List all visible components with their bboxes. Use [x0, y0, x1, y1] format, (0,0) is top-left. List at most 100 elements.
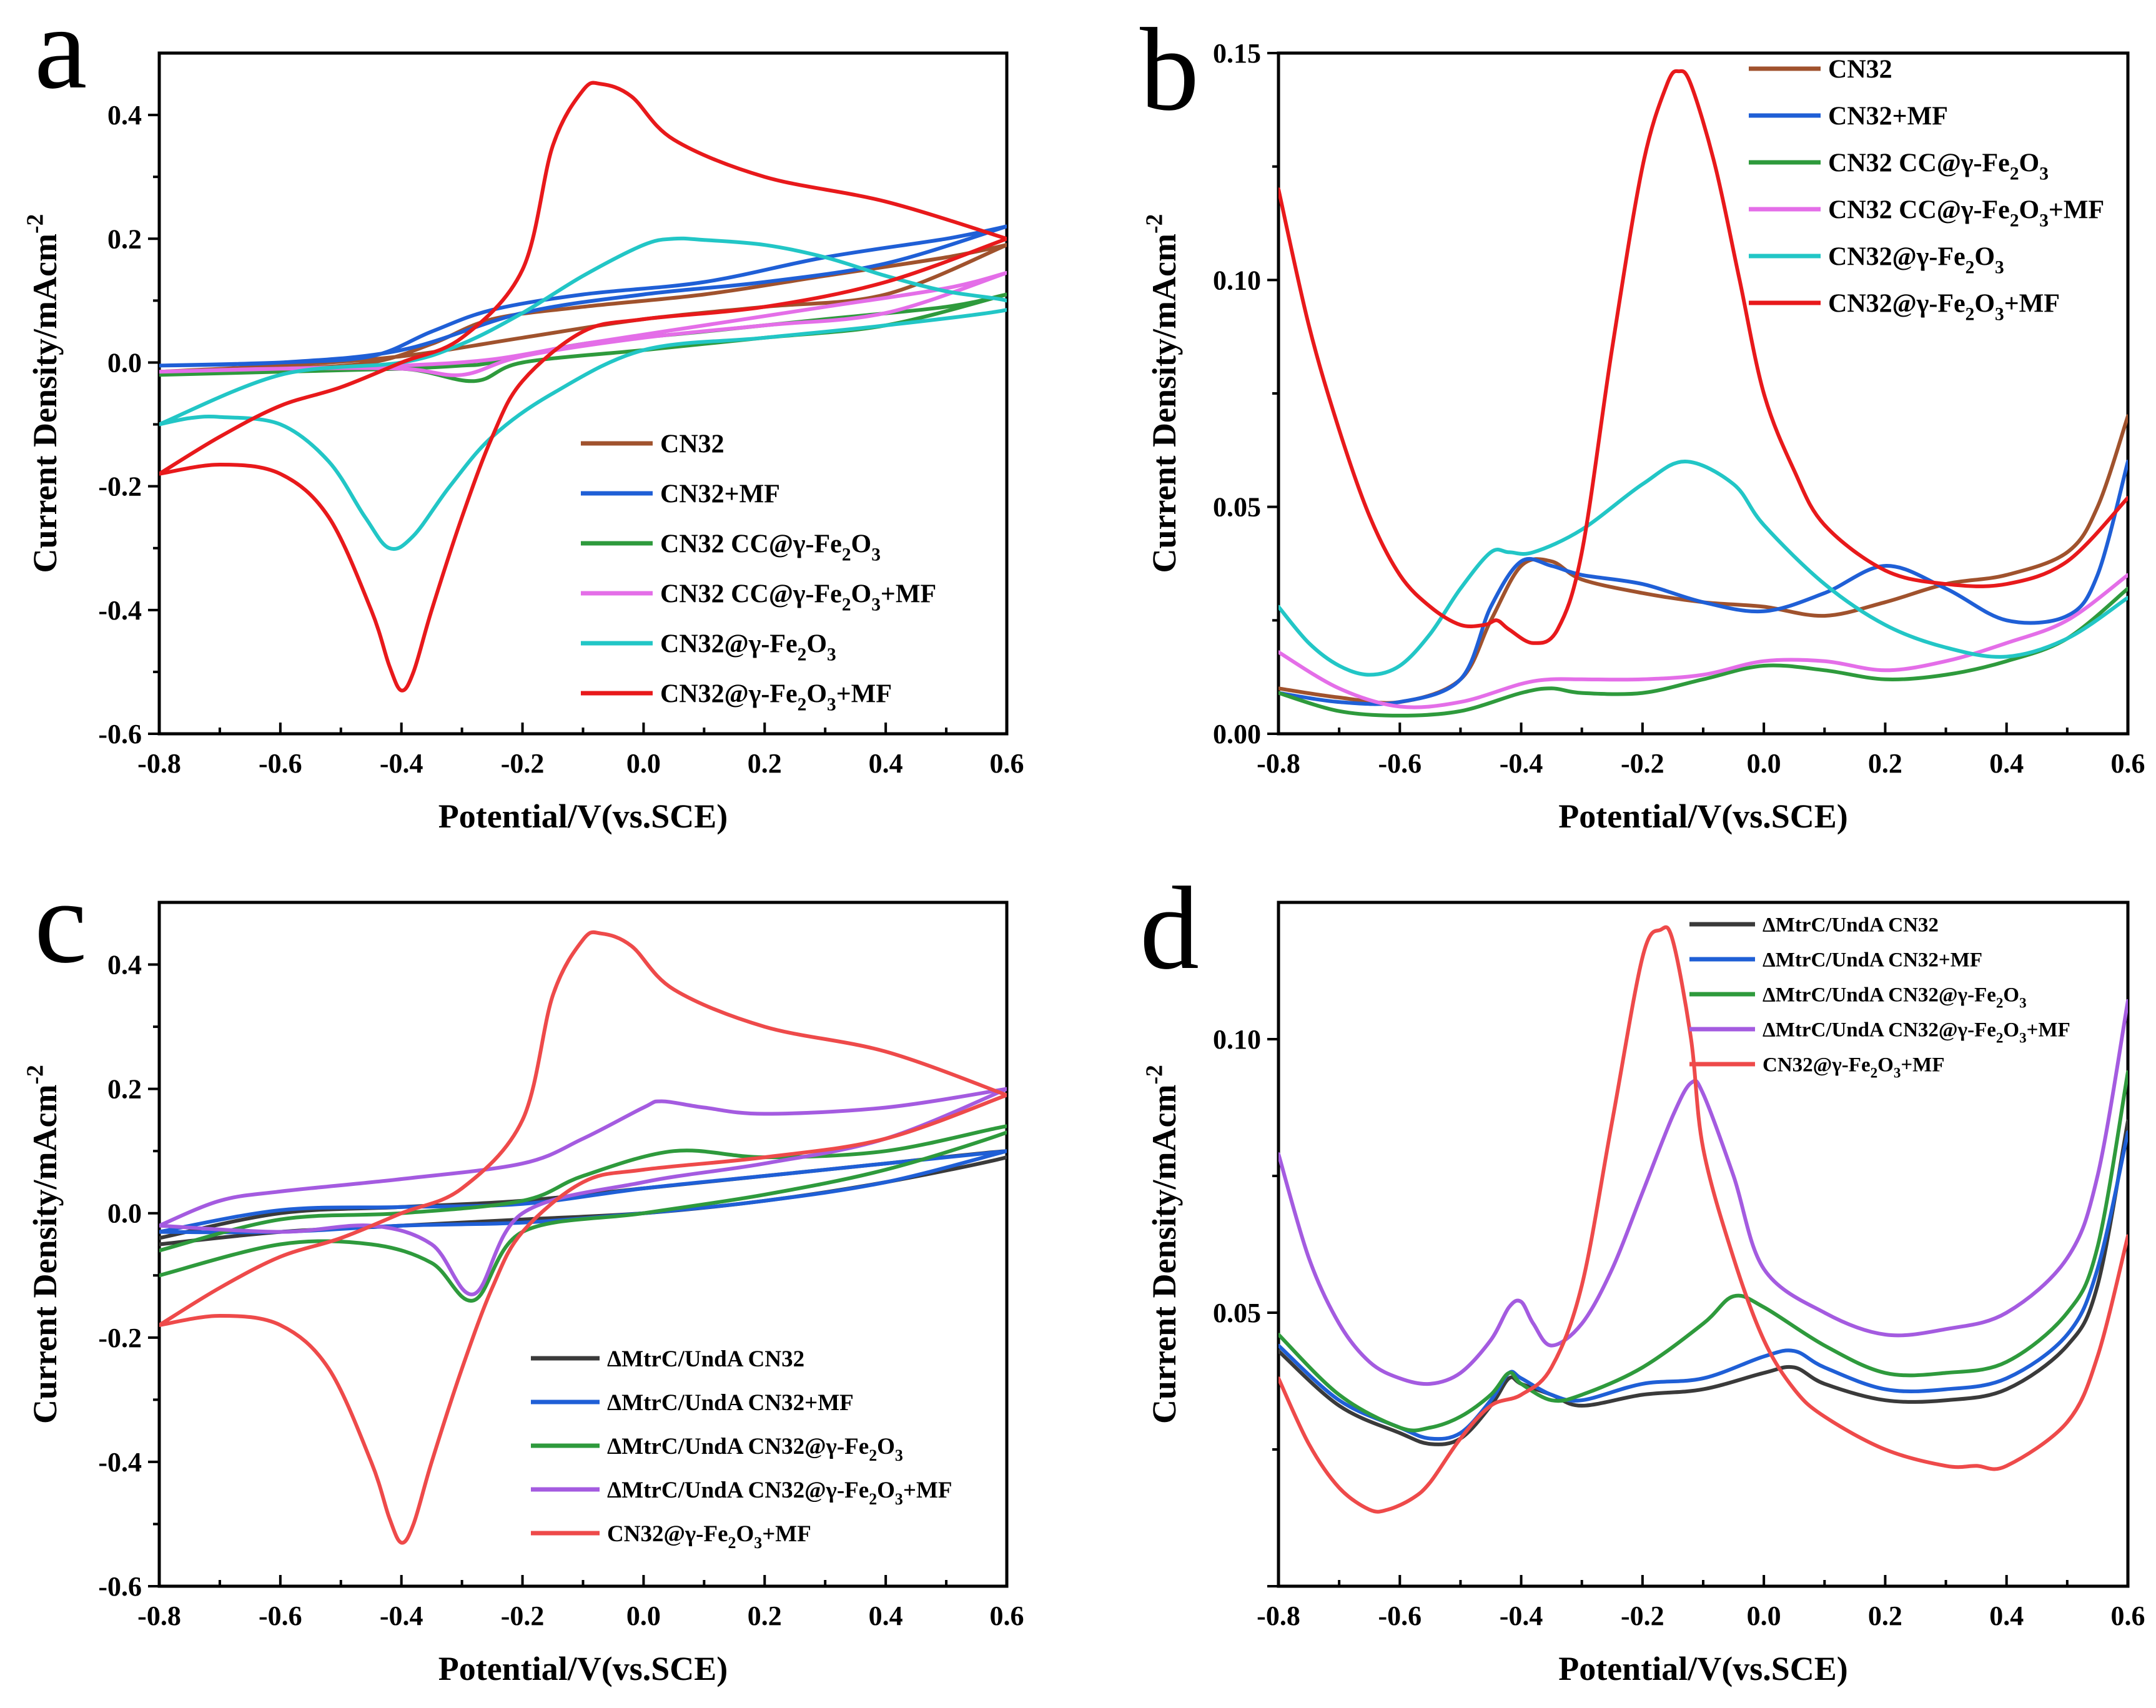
y-tick-label: 0.10: [1213, 1024, 1261, 1055]
y-tick-label: 0.0: [107, 347, 142, 378]
series-line: [159, 930, 1007, 1545]
panel-letter: d: [1140, 863, 1199, 994]
plot-frame: [157, 51, 1009, 736]
y-tick-label: 0.4: [107, 100, 142, 131]
y-tick-label: 0.0: [107, 1198, 142, 1229]
x-axis-title: Potential/V(vs.SCE): [1558, 797, 1847, 835]
y-tick-label: 0.00: [1213, 719, 1261, 749]
legend-label: ΔMtrC/UndA CN32@γ-Fe2O3: [1763, 984, 2027, 1011]
legend: CN32 CN32+MF CN32 CC@γ-Fe2O3 CN32 CC@γ-Fe2O…: [581, 430, 936, 715]
legend-label: ΔMtrC/UndA CN32@γ-Fe2O3: [607, 1434, 903, 1464]
x-tick-label: -0.6: [1378, 748, 1422, 779]
x-tick-label: 0.2: [1868, 748, 1902, 779]
y-tick-label: -0.6: [98, 1571, 142, 1602]
series-line: [159, 236, 1007, 551]
x-tick-label: 0.0: [1747, 1601, 1781, 1631]
x-tick-label: 0.6: [990, 1601, 1024, 1631]
panel-d: d -0.8 -0.6 -0.4 -0.2 0.0 0.2 0.4 0.6 0.05 0.10 Pot…: [1140, 863, 2145, 1687]
legend-label: ΔMtrC/UndA CN32: [607, 1346, 804, 1372]
x-tick-label: -0.6: [259, 1601, 302, 1631]
legend: CN32 CN32+MF CN32 CC@γ-Fe2O3 CN32 CC@γ-Fe2O…: [1749, 56, 2104, 325]
x-tick-label: 0.6: [990, 748, 1024, 779]
x-tick-label: -0.4: [380, 1601, 423, 1631]
x-tick-label: 0.0: [1747, 748, 1781, 779]
y-axis-title: Current Density/mAcm-2: [22, 214, 64, 573]
legend-label: CN32 CC@γ-Fe2O3+MF: [660, 580, 936, 615]
legend-label: CN32 CC@γ-Fe2O3: [660, 530, 881, 565]
series-line: [1278, 925, 2128, 1514]
panel-letter: b: [1140, 4, 1199, 136]
legend-label: CN32: [1828, 56, 1892, 84]
y-tick-label: 0.05: [1213, 1298, 1261, 1328]
series-line: [159, 242, 1007, 374]
y-tick-label: -0.2: [98, 471, 142, 502]
y-tick-label: -0.6: [98, 719, 142, 749]
series-line: [159, 1149, 1007, 1235]
x-tick-label: 0.4: [869, 748, 903, 779]
x-tick-label: -0.8: [1257, 1601, 1300, 1631]
x-tick-label: -0.4: [1500, 748, 1543, 779]
x-tick-label: 0.2: [748, 748, 782, 779]
x-axis-title: Potential/V(vs.SCE): [1558, 1650, 1847, 1687]
legend: ΔMtrC/UndA CN32 ΔMtrC/UndA CN32+MF ΔMtrC/U…: [531, 1346, 952, 1552]
x-tick-label: -0.8: [137, 748, 181, 779]
series-line: [1278, 573, 2128, 709]
x-tick-label: 0.4: [869, 1601, 903, 1631]
x-tick-label: 0.6: [2111, 1601, 2145, 1631]
x-tick-label: -0.8: [137, 1601, 181, 1631]
series-line: [1278, 586, 2128, 718]
legend-label: ΔMtrC/UndA CN32@γ-Fe2O3+MF: [607, 1478, 952, 1508]
x-tick-label: 0.2: [1868, 1601, 1902, 1631]
series-group: [1278, 925, 2128, 1514]
y-axis-title: Current Density/mAcm-2: [1141, 1065, 1183, 1424]
legend-label: CN32@γ-Fe2O3+MF: [1828, 290, 2060, 325]
x-tick-label: -0.2: [501, 748, 545, 779]
legend-label: CN32: [660, 430, 724, 459]
x-axis-title: Potential/V(vs.SCE): [438, 1650, 728, 1687]
legend-label: CN32@γ-Fe2O3+MF: [660, 680, 892, 715]
series-line: [1278, 1070, 2128, 1433]
series-line: [1278, 1130, 2128, 1441]
x-axis-title: Potential/V(vs.SCE): [438, 797, 728, 835]
series-line: [159, 1124, 1007, 1303]
x-tick-label: 0.0: [626, 748, 661, 779]
x-tick-label: -0.6: [1378, 1601, 1422, 1631]
x-tick-label: -0.6: [259, 748, 302, 779]
panel-letter: a: [34, 0, 87, 114]
y-tick-label: 0.2: [107, 224, 142, 254]
series-group: [159, 81, 1007, 693]
legend-label: ΔMtrC/UndA CN32+MF: [1763, 949, 1982, 972]
legend-label: CN32+MF: [1828, 102, 1948, 131]
legend-label: CN32@γ-Fe2O3+MF: [1763, 1054, 1944, 1081]
panel-b: b -0.8 -0.6 -0.4 -0.2 0.0 0.2 0.4 0.6 0.00 0.05 0.1…: [1140, 4, 2145, 835]
x-tick-label: 0.4: [1989, 1601, 2024, 1631]
series-line: [1278, 1119, 2128, 1446]
y-tick-label: 0.4: [107, 950, 142, 980]
series-line: [1278, 460, 2128, 706]
x-tick-label: 0.6: [2111, 748, 2145, 779]
series-line: [159, 292, 1007, 383]
x-tick-label: 0.4: [1989, 748, 2024, 779]
series-line: [159, 81, 1007, 693]
series-line: [159, 224, 1007, 368]
y-tick-label: -0.4: [98, 595, 142, 626]
y-tick-label: 0.15: [1213, 38, 1261, 69]
series-line: [1278, 69, 2128, 645]
y-tick-label: 0.10: [1213, 265, 1261, 295]
legend-label: ΔMtrC/UndA CN32@γ-Fe2O3+MF: [1763, 1019, 2070, 1046]
legend-label: ΔMtrC/UndA CN32+MF: [607, 1390, 854, 1416]
x-tick-label: -0.2: [1621, 1601, 1664, 1631]
y-axis-title: Current Density/mAcm-2: [22, 1065, 64, 1424]
y-axis-title: Current Density/mAcm-2: [1141, 214, 1183, 573]
series-group: [1278, 69, 2128, 718]
series-line: [159, 1087, 1007, 1296]
series-line: [1278, 460, 2128, 677]
panel-c: c-0.8 -0.6 -0.4 -0.2 0.0 0.2 0.4 0.6-0.6-0.4-0.…: [22, 857, 1024, 1687]
legend-label: CN32+MF: [660, 480, 780, 509]
legend-label: CN32@γ-Fe2O3+MF: [607, 1521, 811, 1552]
y-tick-label: 0.2: [107, 1074, 142, 1105]
legend-label: ΔMtrC/UndA CN32: [1763, 914, 1939, 937]
legend-label: CN32@γ-Fe2O3: [1828, 243, 2004, 278]
legend-label: CN32 CC@γ-Fe2O3: [1828, 149, 2049, 184]
